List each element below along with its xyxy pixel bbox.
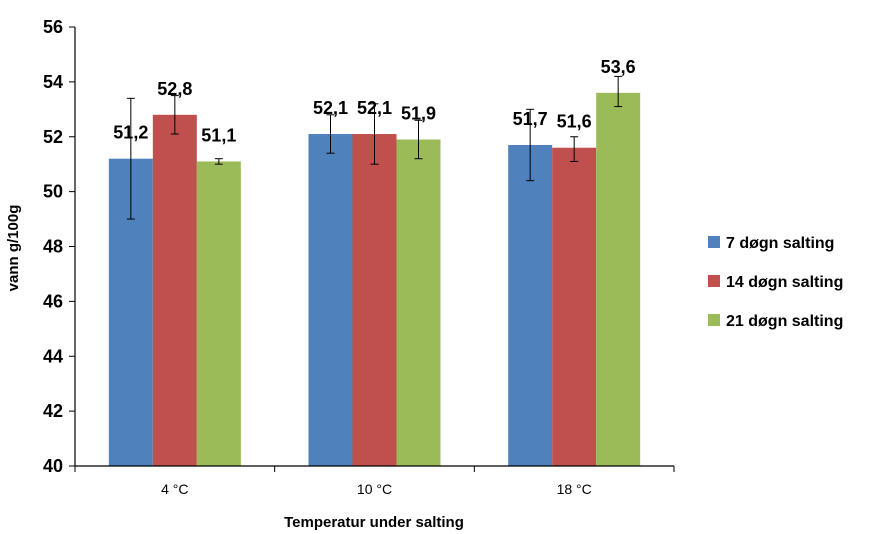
x-axis-title: Temperatur under salting (284, 514, 464, 531)
bar (552, 147, 597, 466)
y-tick-label: 42 (43, 401, 63, 421)
legend-label: 21 døgn salting (726, 313, 843, 330)
data-label: 51,1 (201, 125, 236, 145)
bar (352, 134, 397, 466)
bars (108, 92, 641, 467)
legend-swatch (708, 236, 720, 248)
data-label: 52,1 (357, 98, 392, 118)
y-tick-label: 50 (43, 182, 63, 202)
data-label: 52,1 (313, 98, 348, 118)
x-tick-label: 4 °C (161, 481, 188, 497)
x-tick-label: 10 °C (357, 481, 392, 497)
y-tick-label: 54 (43, 72, 63, 92)
legend-swatch (708, 275, 720, 287)
bar (196, 161, 241, 466)
data-label: 51,2 (113, 123, 148, 143)
bar (508, 144, 553, 466)
x-tick-label: 18 °C (557, 481, 592, 497)
bar (396, 139, 441, 466)
legend-label: 14 døgn salting (726, 274, 843, 291)
data-label: 51,9 (401, 103, 436, 123)
data-label: 51,7 (513, 109, 548, 129)
error-bars (126, 75, 623, 220)
x-axis-ticks: 4 °C 10 °C 18 °C (74, 466, 675, 497)
y-axis-ticks: 40 42 44 46 48 50 52 54 56 (43, 17, 75, 476)
legend: 7 døgn salting 14 døgn salting 21 døgn sal… (708, 235, 843, 330)
data-labels: 51,2 52,1 51,7 52,8 52,1 51,6 51,1 51,9 53,6 (113, 57, 635, 146)
y-tick-label: 44 (43, 346, 63, 366)
y-tick-label: 52 (43, 127, 63, 147)
legend-swatch (708, 314, 720, 326)
y-tick-label: 40 (43, 456, 63, 476)
y-axis-title: vann g/100g (5, 205, 22, 292)
data-label: 53,6 (601, 57, 636, 77)
y-tick-label: 48 (43, 237, 63, 257)
bar (308, 134, 353, 466)
bar (596, 92, 641, 466)
bar (152, 114, 197, 467)
data-label: 51,6 (557, 112, 592, 132)
data-label: 52,8 (157, 79, 192, 99)
y-tick-label: 56 (43, 17, 63, 37)
y-tick-label: 46 (43, 291, 63, 311)
legend-label: 7 døgn salting (726, 235, 834, 252)
